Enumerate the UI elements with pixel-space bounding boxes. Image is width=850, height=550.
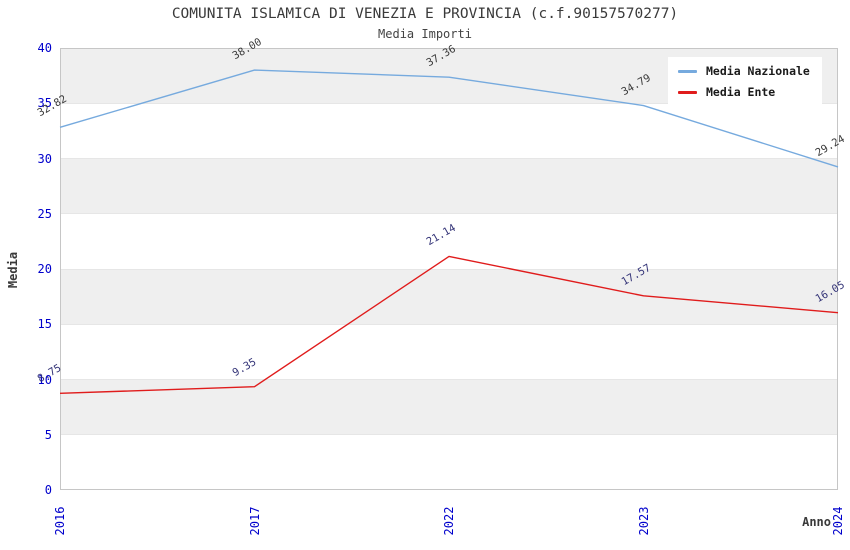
y-tick-label: 25 [37,206,52,221]
legend-line-swatch [678,90,697,94]
legend-label: Media Nazionale [706,64,810,78]
y-tick-label: 10 [37,372,52,387]
grid-band [61,323,837,379]
x-tick-label: 2023 [636,506,651,536]
y-tick-label: 40 [37,41,52,55]
x-tick-label: 2024 [831,506,845,536]
chart-title: COMUNITA ISLAMICA DI VENEZIA E PROVINCIA… [171,6,679,22]
y-tick-label: 35 [37,96,52,111]
x-axis-label: Anno [802,515,831,529]
grid-band [61,103,837,159]
legend-line-swatch [678,69,697,73]
plot-area [60,48,838,490]
y-tick-label: 15 [37,317,52,332]
x-tick-label: 2017 [247,506,262,536]
y-tick-label: 0 [44,483,52,497]
grid-band [61,158,837,214]
legend-item: Media Ente [678,85,810,99]
y-tick-label: 5 [44,427,52,442]
grid-band [61,268,837,324]
legend-item: Media Nazionale [678,64,810,78]
y-tick-label: 20 [37,262,52,276]
grid-band [61,378,837,434]
y-axis-label: Media [6,251,20,289]
y-tick-label: 30 [37,151,52,166]
chart-subtitle: Media Importi [378,27,472,41]
legend-label: Media Ente [706,85,776,99]
legend: Media Nazionale Media Ente [668,57,822,106]
x-tick-label: 2016 [53,506,67,536]
grid-band [61,433,837,489]
x-tick-label: 2022 [442,506,456,536]
